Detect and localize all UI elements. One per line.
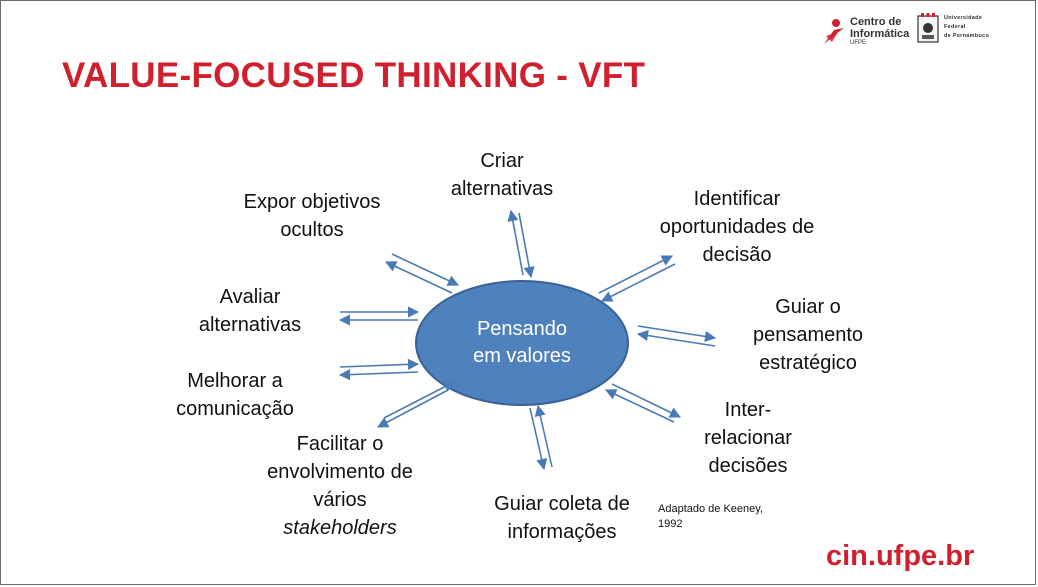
arrow-in-coleta [538, 406, 552, 467]
center-label-line2: em valores [473, 343, 571, 370]
arrow-in-facilitar [384, 382, 454, 418]
label-line: alternativas [199, 311, 301, 339]
label-line: decisões [704, 452, 792, 480]
arrow-in-identificar [602, 264, 675, 301]
label-line: Expor objetivos [244, 188, 381, 216]
arrow-in-melhorar [340, 364, 418, 367]
label-line: ocultos [244, 216, 381, 244]
label-line: Identificar [660, 185, 815, 213]
label-line: stakeholders [267, 514, 413, 542]
arrow-in-inter [606, 390, 674, 422]
arrow-out-coleta [530, 408, 544, 469]
label-line: Melhorar a [176, 367, 294, 395]
label-identificar-oportunidades: Identificar oportunidades de decisão [660, 185, 815, 269]
label-line: comunicação [176, 395, 294, 423]
center-label-line1: Pensando [473, 316, 571, 343]
label-line: Avaliar [199, 283, 301, 311]
label-line: Facilitar o [267, 430, 413, 458]
label-line: Guiar o [753, 293, 863, 321]
label-line: alternativas [451, 175, 553, 203]
label-line: Criar [451, 147, 553, 175]
label-line: Inter- [704, 396, 792, 424]
label-inter-relacionar: Inter- relacionar decisões [704, 396, 792, 480]
center-label: Pensando em valores [473, 316, 571, 370]
label-criar-alternativas: Criar alternativas [451, 147, 553, 203]
label-line: vários [267, 486, 413, 514]
label-line: envolvimento de [267, 458, 413, 486]
source-citation: Adaptado de Keeney, 1992 [658, 502, 798, 532]
label-line: relacionar [704, 424, 792, 452]
arrow-out-melhorar [340, 372, 418, 375]
label-line: pensamento [753, 321, 863, 349]
footer-url: cin.ufpe.br [826, 540, 974, 573]
label-expor-objetivos: Expor objetivos ocultos [244, 188, 381, 244]
label-line: informações [494, 518, 630, 546]
label-line: decisão [660, 241, 815, 269]
label-line: Guiar coleta de [494, 490, 630, 518]
source-line: 1992 [658, 517, 798, 532]
source-line: Adaptado de Keeney, [658, 502, 798, 517]
label-guiar-coleta: Guiar coleta de informações [494, 490, 630, 546]
label-melhorar-comunicacao: Melhorar a comunicação [176, 367, 294, 423]
label-line: estratégico [753, 349, 863, 377]
label-guiar-pensamento: Guiar o pensamento estratégico [753, 293, 863, 377]
arrow-out-facilitar [378, 390, 448, 427]
label-facilitar-envolvimento: Facilitar o envolvimento de vários stake… [267, 430, 413, 542]
label-line: oportunidades de [660, 213, 815, 241]
arrow-out-inter [612, 384, 680, 417]
label-avaliar-alternativas: Avaliar alternativas [199, 283, 301, 339]
